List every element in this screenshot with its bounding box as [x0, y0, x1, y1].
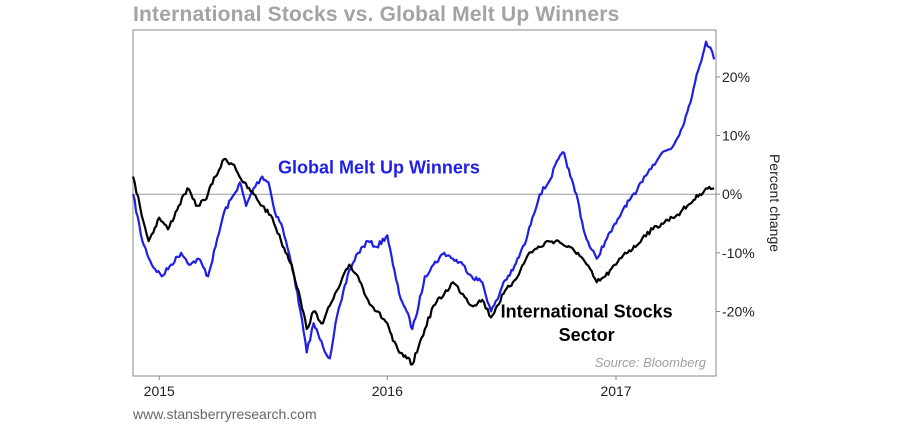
source-note: Source: Bloomberg [595, 355, 707, 370]
y-tick-label: 10% [722, 128, 750, 144]
x-tick-label: 2017 [600, 383, 631, 399]
annotation-layer: Global Melt Up Winners International Stoc… [278, 158, 707, 371]
y-tick-label: -10% [722, 245, 755, 261]
series-line-global-melt-up-winners [131, 40, 716, 360]
footer-url: www.stansberryresearch.com [133, 406, 317, 422]
y-tick-label: 0% [722, 186, 742, 202]
y-tick-label: 20% [722, 69, 750, 85]
axis-layer: 20% 10% 0% -10% -20% 2015 2016 2017 [144, 69, 755, 399]
plot-frame [132, 29, 717, 377]
series-line-international-stocks-sector [131, 157, 715, 366]
series-layer [131, 40, 716, 366]
label-international-stocks-sector: Sector [559, 325, 615, 345]
label-global-melt-up-winners: Global Melt Up Winners [278, 158, 480, 178]
y-tick-label: -20% [722, 303, 755, 319]
chart-title: International Stocks vs. Global Melt Up … [133, 3, 620, 26]
x-tick-label: 2016 [372, 383, 403, 399]
y-axis-label: Percent change [767, 154, 783, 252]
label-international-stocks-sector: International Stocks [501, 301, 673, 321]
x-tick-label: 2015 [144, 383, 175, 399]
